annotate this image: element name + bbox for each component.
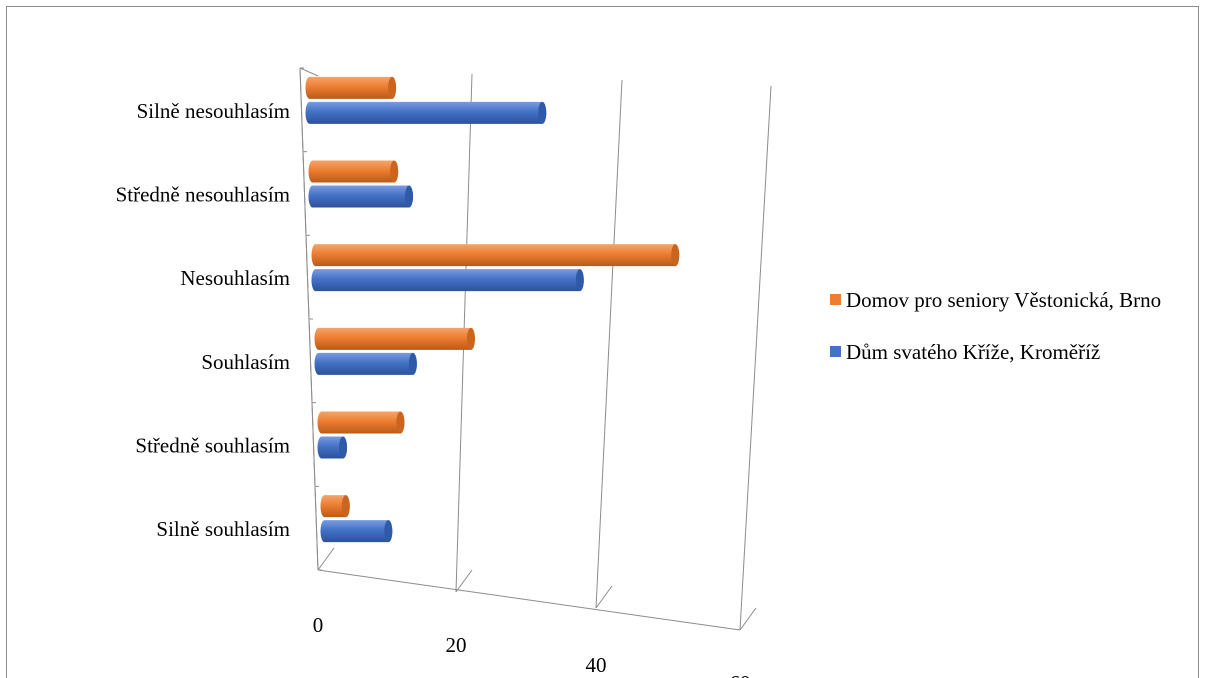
bar-body bbox=[311, 244, 680, 267]
bar-cap bbox=[671, 244, 680, 267]
legend-label-brno: Domov pro seniory Věstonická, Brno bbox=[846, 288, 1162, 312]
bar-body bbox=[320, 520, 393, 543]
legend-label-kromeriz: Dům svatého Kříže, Kroměříž bbox=[846, 340, 1101, 364]
bar-kromeriz-2 bbox=[314, 352, 417, 375]
bar-kromeriz-5 bbox=[305, 101, 547, 124]
bar-kromeriz-0 bbox=[320, 520, 393, 543]
bar-cap bbox=[341, 495, 350, 518]
bar-cap bbox=[408, 352, 417, 375]
floor-depth-60 bbox=[739, 607, 757, 631]
bar-body bbox=[314, 352, 417, 375]
bar-body bbox=[317, 411, 405, 434]
legend-swatch-kromeriz bbox=[830, 346, 841, 357]
category-label: Středně souhlasím bbox=[135, 434, 290, 458]
floor-depth-20 bbox=[455, 569, 473, 593]
legend-swatch-brno bbox=[830, 294, 841, 305]
bar-body bbox=[308, 160, 399, 183]
category-label: Silně souhlasím bbox=[156, 517, 290, 541]
labels: 0 20 40 60 Silně souhlasím Středně souhlasím S… bbox=[116, 99, 751, 678]
bar-cap bbox=[390, 160, 399, 183]
bar-cap bbox=[339, 436, 348, 459]
bar-body bbox=[311, 269, 584, 292]
x-tick-label: 0 bbox=[313, 613, 324, 637]
x-tick-label: 20 bbox=[446, 633, 467, 657]
bar-kromeriz-1 bbox=[317, 436, 348, 459]
bar-brno-3 bbox=[311, 244, 680, 267]
bar-cap bbox=[384, 520, 393, 543]
legend: Domov pro seniory Věstonická, Brno Dům s… bbox=[830, 285, 1190, 389]
category-label: Souhlasím bbox=[201, 350, 290, 374]
axes bbox=[299, 67, 741, 631]
bars bbox=[305, 76, 680, 543]
legend-item-kromeriz: Dům svatého Kříže, Kroměříž bbox=[830, 337, 1190, 367]
category-label: Středně nesouhlasím bbox=[116, 183, 290, 207]
bar-brno-4 bbox=[308, 160, 399, 183]
gridline-40 bbox=[595, 79, 623, 609]
bar-brno-0 bbox=[320, 495, 350, 518]
bar-body bbox=[308, 185, 414, 208]
bar-kromeriz-4 bbox=[308, 185, 414, 208]
floor-depth-40 bbox=[595, 585, 613, 609]
bar-cap bbox=[405, 185, 414, 208]
chart-frame bbox=[6, 6, 1199, 678]
bar-body bbox=[314, 327, 475, 350]
bar-brno-5 bbox=[305, 76, 397, 99]
category-label: Silně nesouhlasím bbox=[137, 99, 290, 123]
bar-kromeriz-3 bbox=[311, 269, 584, 292]
bar-cap bbox=[575, 269, 584, 292]
bar-brno-1 bbox=[317, 411, 405, 434]
floor-depth-0 bbox=[317, 547, 335, 571]
bar-cap bbox=[388, 76, 397, 99]
bar-cap bbox=[396, 411, 405, 434]
bar-cap bbox=[538, 101, 547, 124]
bar-body bbox=[305, 101, 547, 124]
legend-item-brno: Domov pro seniory Věstonická, Brno bbox=[830, 285, 1190, 315]
x-axis-line bbox=[317, 569, 741, 631]
gridline-60 bbox=[739, 85, 772, 631]
bar-brno-2 bbox=[314, 327, 475, 350]
x-tick-label: 40 bbox=[586, 653, 607, 677]
x-tick-label: 60 bbox=[730, 671, 751, 678]
y-axis-top-cap bbox=[299, 67, 319, 77]
bar-cap bbox=[466, 327, 475, 350]
bar-body bbox=[305, 76, 397, 99]
category-label: Nesouhlasím bbox=[180, 266, 290, 290]
